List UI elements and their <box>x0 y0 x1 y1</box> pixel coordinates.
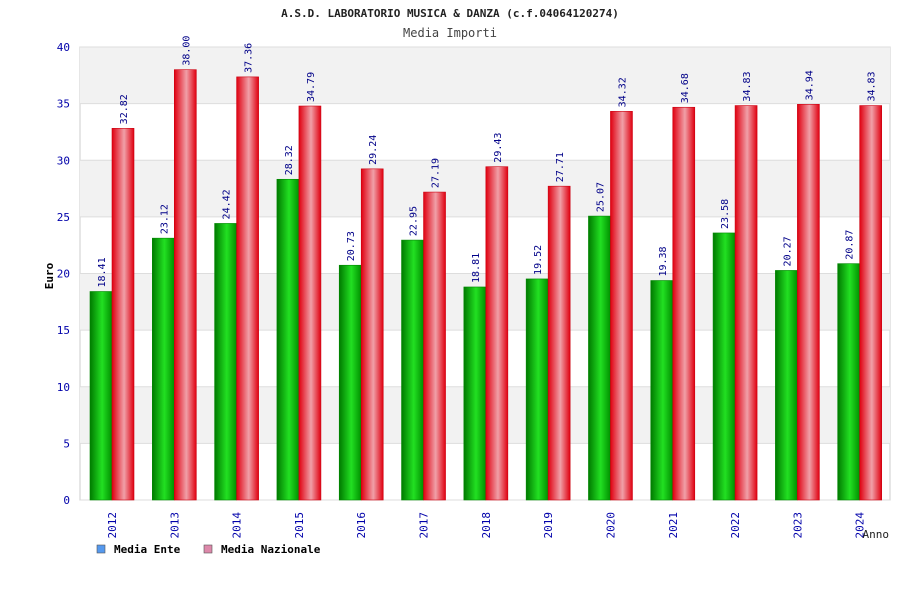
data-label: 34.79 <box>306 72 317 102</box>
data-label: 22.95 <box>409 206 420 236</box>
bars: 18.41 32.82 23.12 38.00 24.42 37.36 28.32 34.79… <box>89 36 882 501</box>
legend-swatch <box>203 544 213 554</box>
grid-band <box>80 47 890 104</box>
y-tick-label: 35 <box>57 98 70 111</box>
data-label: 34.83 <box>742 71 753 101</box>
data-label: 34.83 <box>867 71 878 101</box>
data-label: 34.68 <box>680 73 691 103</box>
x-tick-label: 2023 <box>791 512 804 539</box>
legend-label: Media Nazionale <box>221 543 321 556</box>
data-label: 32.82 <box>119 94 130 124</box>
data-label: 20.87 <box>845 230 856 260</box>
x-tick-label: 2016 <box>355 512 368 539</box>
y-tick-label: 20 <box>57 268 70 281</box>
data-label: 23.58 <box>720 199 731 229</box>
y-axis: 0 5 10 15 20 25 30 35 40 <box>57 41 70 507</box>
bar-media-ente <box>276 178 300 501</box>
bar-media-ente <box>89 291 113 501</box>
bar-media-ente <box>152 237 175 501</box>
data-label: 20.73 <box>346 231 357 261</box>
grid-band <box>80 160 890 217</box>
data-label: 19.52 <box>533 245 544 275</box>
data-label: 18.41 <box>97 257 108 287</box>
data-label: 27.71 <box>555 152 566 182</box>
x-tick-label: 2020 <box>604 512 617 539</box>
bar-media-nazionale <box>859 105 882 501</box>
x-tick-label: 2014 <box>231 512 244 539</box>
bar-media-nazionale <box>672 106 696 501</box>
y-tick-label: 0 <box>63 494 70 507</box>
bar-media-ente <box>775 270 798 501</box>
data-label: 28.32 <box>284 145 295 175</box>
bar-media-nazionale <box>174 69 197 501</box>
bar-media-nazionale <box>547 185 571 501</box>
bar-media-ente <box>837 263 860 501</box>
bar-media-nazionale <box>236 76 259 501</box>
x-axis: 2012 2013 2014 2015 2016 2017 2018 2019 2020 2021… <box>106 512 867 539</box>
bar-media-ente <box>588 215 611 501</box>
legend: Media Ente Media Nazionale <box>96 543 321 556</box>
x-tick-label: 2013 <box>168 512 181 539</box>
x-tick-label: 2015 <box>293 512 306 539</box>
data-label: 18.81 <box>471 253 482 283</box>
x-tick-label: 2021 <box>667 512 680 539</box>
bar-media-ente <box>525 278 549 501</box>
bar-media-ente <box>338 264 362 501</box>
bar-media-ente <box>463 286 487 501</box>
data-label: 25.07 <box>595 182 606 212</box>
bar-media-nazionale <box>734 105 758 501</box>
bar-media-ente <box>712 232 736 501</box>
bar-media-nazionale <box>485 166 509 501</box>
bar-media-nazionale <box>298 105 322 501</box>
data-label: 20.27 <box>782 236 793 266</box>
x-tick-label: 2024 <box>854 512 867 539</box>
x-tick-label: 2022 <box>729 512 742 539</box>
y-tick-label: 15 <box>57 324 70 337</box>
chart-title: A.S.D. LABORATORIO MUSICA & DANZA (c.f.0… <box>281 7 619 20</box>
bar-media-nazionale <box>111 128 135 501</box>
data-label: 34.94 <box>804 70 815 100</box>
bar-media-nazionale <box>423 191 446 501</box>
bar-media-ente <box>214 223 237 501</box>
y-axis-label: Euro <box>43 262 56 289</box>
bar-media-ente <box>650 280 674 501</box>
data-label: 38.00 <box>181 36 192 66</box>
bar-media-nazionale <box>360 168 384 501</box>
y-tick-label: 5 <box>63 437 70 450</box>
data-label: 34.32 <box>617 77 628 107</box>
data-label: 29.24 <box>368 135 379 165</box>
y-tick-label: 40 <box>57 41 70 54</box>
y-tick-label: 25 <box>57 211 70 224</box>
data-label: 23.12 <box>159 204 170 234</box>
data-label: 24.42 <box>222 189 233 219</box>
bar-media-ente <box>401 239 424 501</box>
x-tick-label: 2012 <box>106 512 119 539</box>
y-tick-label: 30 <box>57 154 70 167</box>
chart-subtitle: Media Importi <box>403 26 497 40</box>
x-tick-label: 2018 <box>480 512 493 539</box>
y-tick-label: 10 <box>57 381 70 394</box>
x-tick-label: 2017 <box>418 512 431 539</box>
x-axis-label: Anno <box>863 528 890 541</box>
legend-label: Media Ente <box>114 543 181 556</box>
data-label: 29.43 <box>493 133 504 163</box>
data-label: 19.38 <box>658 246 669 276</box>
bar-media-nazionale <box>797 104 820 501</box>
x-tick-label: 2019 <box>542 512 555 539</box>
data-label: 37.36 <box>244 43 255 73</box>
legend-swatch <box>96 544 106 554</box>
data-label: 27.19 <box>431 158 442 188</box>
bar-media-nazionale <box>610 111 633 501</box>
